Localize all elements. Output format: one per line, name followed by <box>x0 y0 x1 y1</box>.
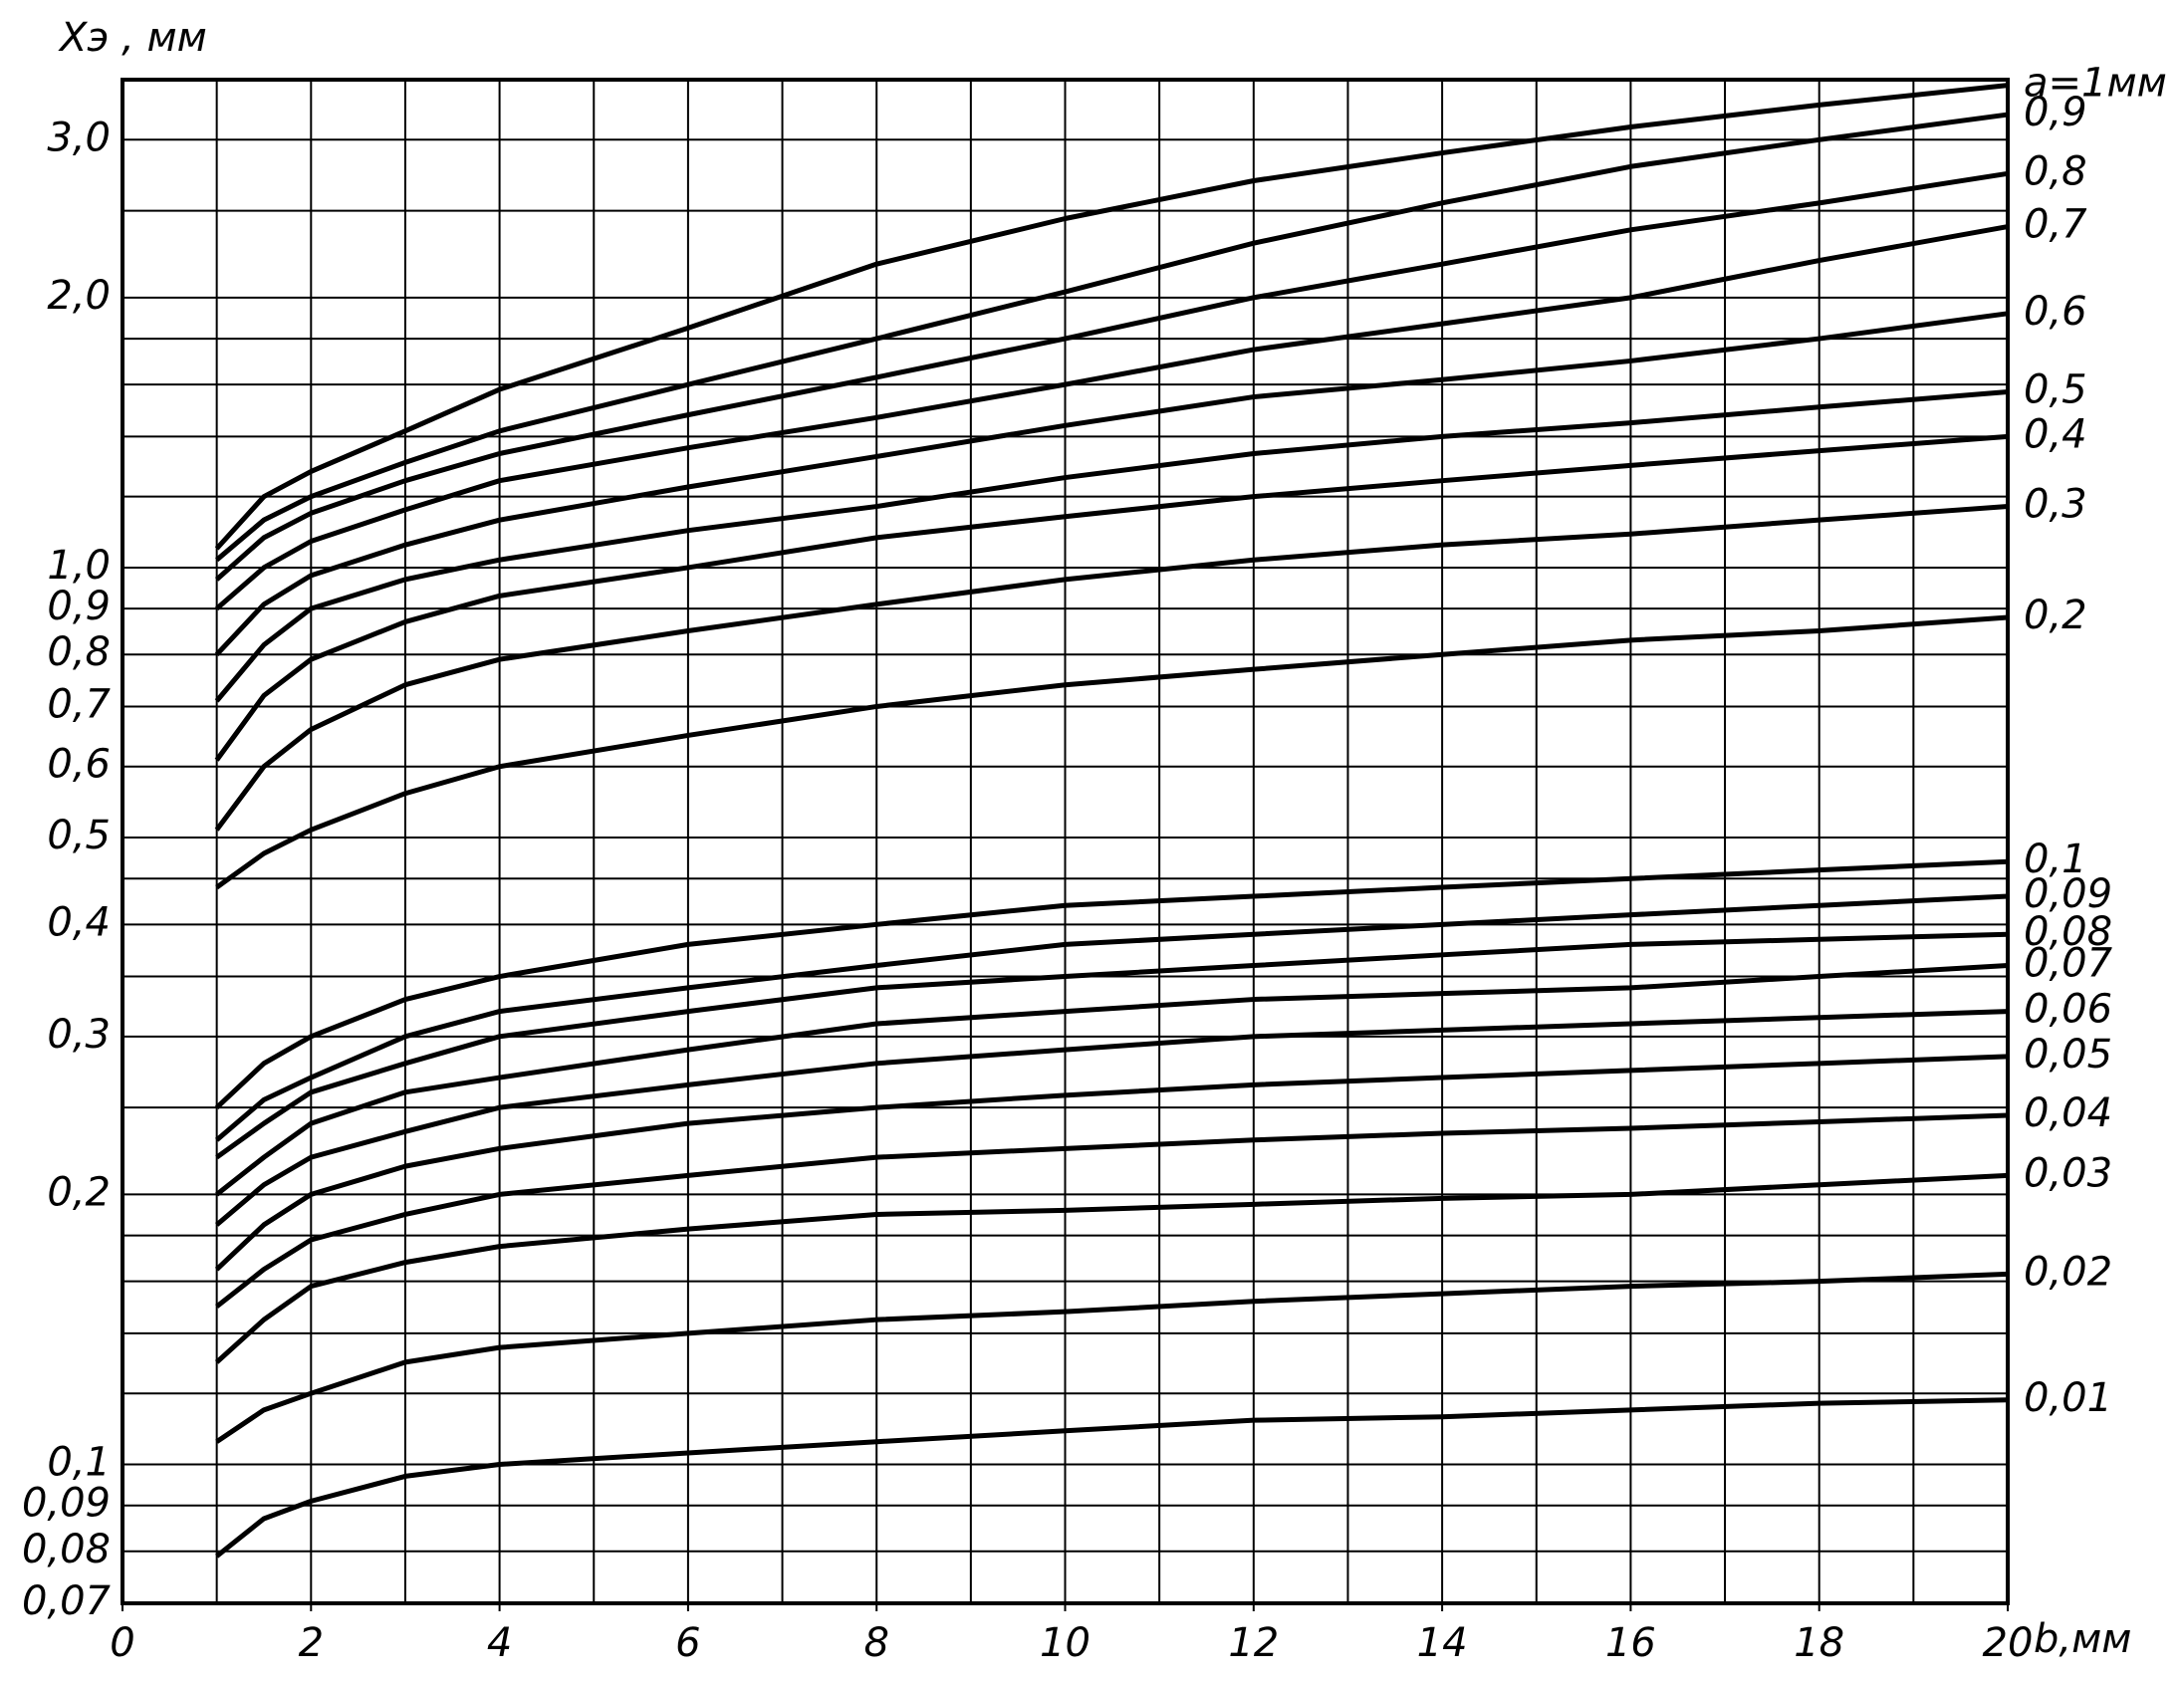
x-tick-label: 10 <box>1040 1620 1091 1666</box>
curve <box>214 311 2009 656</box>
x-tick-label: 14 <box>1417 1620 1468 1666</box>
curve <box>214 170 2009 582</box>
y-tick-label: 2,0 <box>47 273 111 319</box>
y-tick-label: 0,1 <box>47 1440 111 1486</box>
curve-label: 0,7 <box>2024 202 2087 248</box>
y-tick-label: 0,07 <box>22 1578 112 1624</box>
curve-label: 0,2 <box>2024 593 2087 638</box>
x-axis-title: b,мм <box>2034 1616 2131 1662</box>
curve <box>214 433 2009 762</box>
y-tick-label: 0,3 <box>47 1012 111 1058</box>
curve <box>215 931 2009 1160</box>
curve <box>215 112 2009 563</box>
curve-label: 0,05 <box>2024 1032 2112 1078</box>
curve <box>214 858 2009 1109</box>
curve-label: 0,06 <box>2024 987 2112 1033</box>
curve-label: 0,1 <box>2024 837 2087 882</box>
curve-label: 0,04 <box>2024 1090 2112 1136</box>
curve <box>215 963 2009 1197</box>
curve-label: 0,4 <box>2024 411 2087 457</box>
x-tick-label: 16 <box>1605 1620 1656 1666</box>
y-tick-label: 0,8 <box>47 629 111 675</box>
curve <box>214 504 2009 832</box>
curve-label: 0,03 <box>2024 1150 2112 1196</box>
curve <box>214 83 2009 551</box>
curve-label: 0,5 <box>2024 367 2087 413</box>
curve-label: 0,8 <box>2024 148 2087 194</box>
curve <box>215 224 2009 611</box>
x-tick-label: 2 <box>299 1620 324 1666</box>
y-tick-label: 1,0 <box>47 543 111 589</box>
curve <box>215 893 2009 1142</box>
x-tick-label: 20 <box>1983 1620 2034 1666</box>
y-tick-label: 0,4 <box>47 899 111 945</box>
x-tick-label: 18 <box>1794 1620 1844 1666</box>
curve <box>214 1172 2009 1364</box>
curve-label: 0,08 <box>2024 909 2112 955</box>
y-tick-label: 0,9 <box>47 584 111 629</box>
y-tick-label: 0,2 <box>47 1169 111 1215</box>
y-tick-label: 0,08 <box>22 1527 111 1572</box>
y-tick-label: 0,6 <box>47 742 111 788</box>
curve <box>215 1271 2009 1444</box>
x-tick-label: 12 <box>1228 1620 1279 1666</box>
curve-label: 0,01 <box>2024 1375 2112 1421</box>
curve <box>214 389 2009 703</box>
curve-label: 0,07 <box>2024 941 2113 987</box>
curve-label: 0,6 <box>2024 289 2087 335</box>
x-tick-label: 0 <box>110 1620 134 1666</box>
curve-label: a=1мм <box>2024 61 2167 107</box>
curve-label: 0,09 <box>2024 871 2112 917</box>
curve <box>215 1112 2009 1309</box>
plot-frame <box>121 78 2010 1605</box>
curve <box>215 614 2009 890</box>
curve-label: 0,9 <box>2024 90 2087 135</box>
y-tick-label: 0,09 <box>22 1481 111 1527</box>
y-axis-title: Xэ , мм <box>58 15 207 61</box>
curve <box>215 1397 2009 1559</box>
curve-label: 0,3 <box>2024 482 2087 528</box>
curve-label: 0,02 <box>2024 1249 2112 1295</box>
x-tick-label: 6 <box>675 1620 700 1666</box>
curve <box>215 1009 2009 1227</box>
y-tick-label: 3,0 <box>47 115 111 160</box>
y-tick-label: 0,7 <box>47 681 111 727</box>
y-tick-label: 0,5 <box>47 813 111 858</box>
x-tick-label: 8 <box>863 1620 888 1666</box>
x-tick-label: 4 <box>487 1620 512 1666</box>
curve <box>214 1054 2009 1272</box>
